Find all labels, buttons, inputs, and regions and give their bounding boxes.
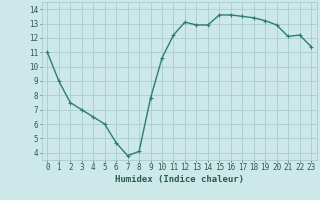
X-axis label: Humidex (Indice chaleur): Humidex (Indice chaleur) [115, 175, 244, 184]
